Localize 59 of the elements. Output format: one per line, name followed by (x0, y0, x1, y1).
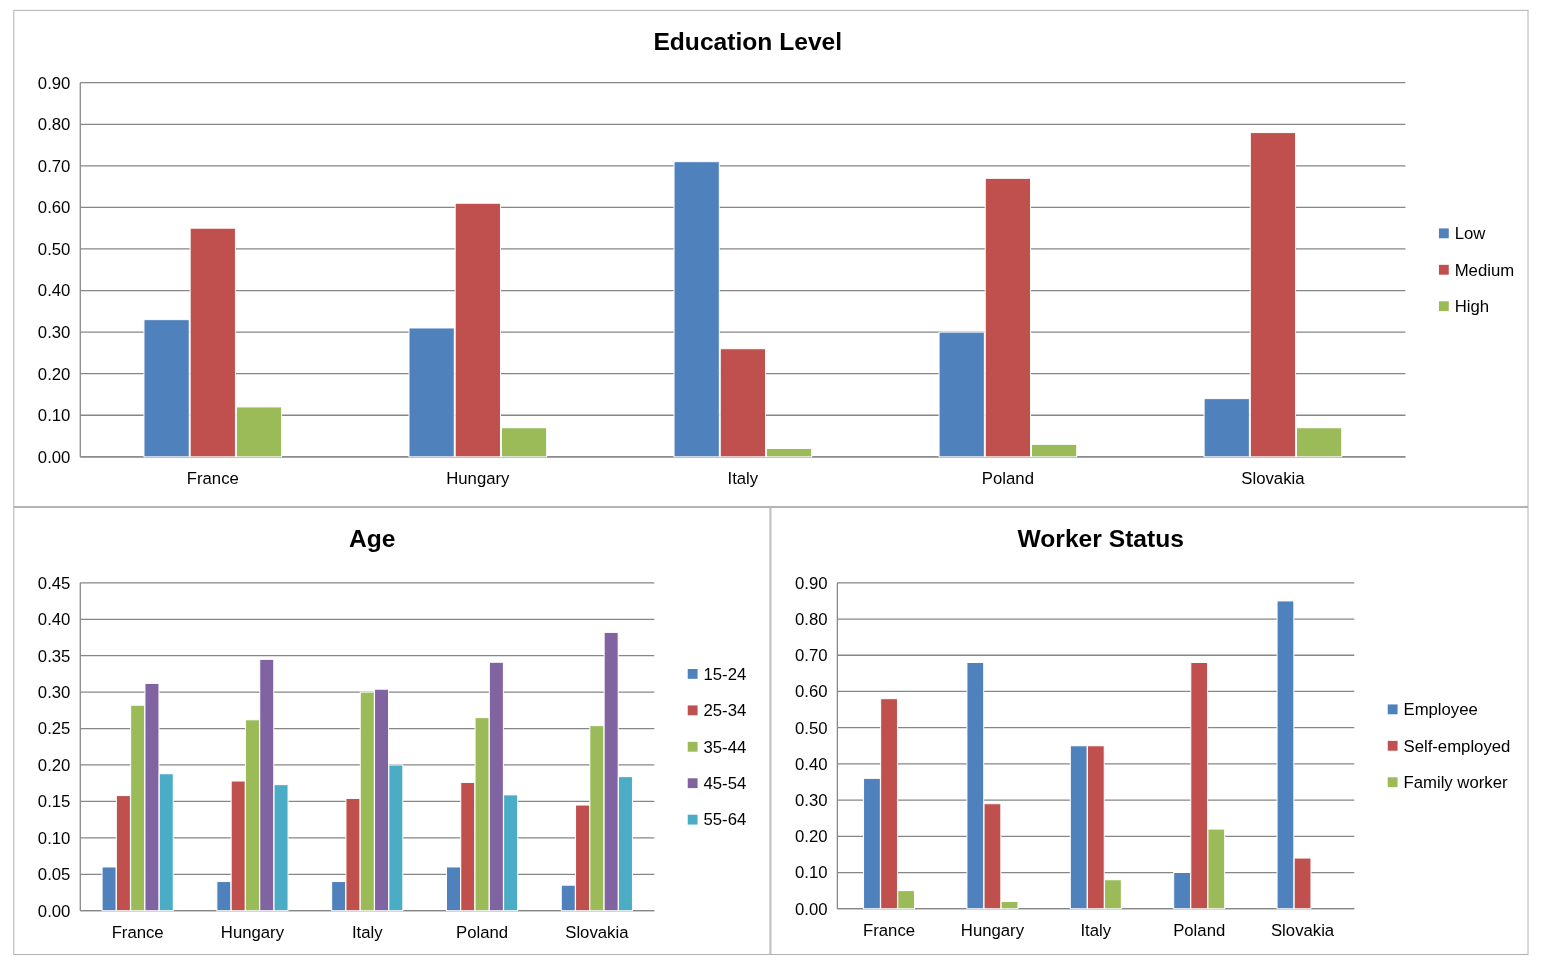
x-tick-label: Italy (727, 469, 759, 489)
y-tick-label: 0.80 (794, 609, 828, 629)
y-tick-label: 0.00 (794, 899, 828, 919)
y-tick-label: 0.00 (37, 447, 71, 467)
x-tick-label: Poland (981, 469, 1034, 489)
x-tick-label: Hungary (960, 921, 1025, 941)
y-tick-label: 0.10 (794, 863, 828, 883)
x-tick-label: Hungary (220, 923, 285, 943)
x-tick-label: France (863, 921, 916, 941)
x-tick-label: Italy (1080, 921, 1112, 941)
legend-label: Employee (1403, 700, 1478, 720)
x-tick-label: Slovakia (565, 923, 630, 943)
legend-label: 25-34 (703, 701, 747, 721)
legend-label: High (1454, 297, 1490, 317)
y-tick-label: 0.15 (37, 792, 71, 812)
legend-label: 55-64 (703, 810, 747, 830)
x-tick-label: France (111, 923, 164, 943)
x-tick-label: Slovakia (1241, 469, 1306, 489)
legend-label: Self-employed (1403, 736, 1511, 756)
y-tick-label: 0.30 (37, 682, 71, 702)
y-tick-label: 0.05 (37, 865, 71, 885)
x-tick-label: Hungary (446, 469, 511, 489)
y-tick-label: 0.80 (37, 115, 71, 135)
y-tick-label: 0.35 (37, 646, 71, 666)
legend-label: Low (1454, 224, 1487, 244)
x-tick-label: Slovakia (1270, 921, 1335, 941)
chart-title: Age (348, 525, 396, 553)
chart-title: Worker Status (1017, 525, 1184, 553)
y-tick-label: 0.30 (37, 322, 71, 342)
y-tick-label: 0.70 (37, 156, 71, 176)
y-tick-label: 0.20 (37, 755, 71, 775)
y-tick-label: 0.45 (37, 573, 71, 593)
y-tick-label: 0.90 (37, 73, 71, 93)
y-tick-label: 0.90 (794, 573, 828, 593)
y-tick-label: 0.10 (37, 828, 71, 848)
y-tick-label: 0.40 (37, 281, 71, 301)
y-tick-label: 0.00 (37, 901, 71, 921)
legend-label: Medium (1454, 260, 1515, 280)
y-tick-label: 0.40 (37, 610, 71, 630)
legend-label: 45-54 (703, 774, 747, 794)
y-tick-label: 0.70 (794, 646, 828, 666)
legend-label: 15-24 (703, 664, 747, 684)
y-tick-label: 0.60 (794, 682, 828, 702)
y-tick-label: 0.50 (794, 718, 828, 738)
x-tick-label: Poland (456, 923, 509, 943)
legend-label: Family worker (1403, 773, 1508, 793)
x-tick-label: Italy (351, 923, 384, 943)
y-tick-label: 0.25 (37, 719, 71, 739)
y-tick-label: 0.40 (794, 754, 828, 774)
y-tick-label: 0.10 (37, 406, 71, 426)
y-tick-label: 0.20 (794, 827, 828, 847)
chart-title: Education Level (653, 28, 843, 56)
y-tick-label: 0.60 (37, 198, 71, 218)
x-tick-label: France (186, 469, 239, 489)
y-tick-label: 0.20 (37, 364, 71, 384)
legend-label: 35-44 (703, 737, 747, 757)
x-tick-label: Poland (1173, 921, 1226, 941)
y-tick-label: 0.30 (794, 790, 828, 810)
y-tick-label: 0.50 (37, 239, 71, 259)
